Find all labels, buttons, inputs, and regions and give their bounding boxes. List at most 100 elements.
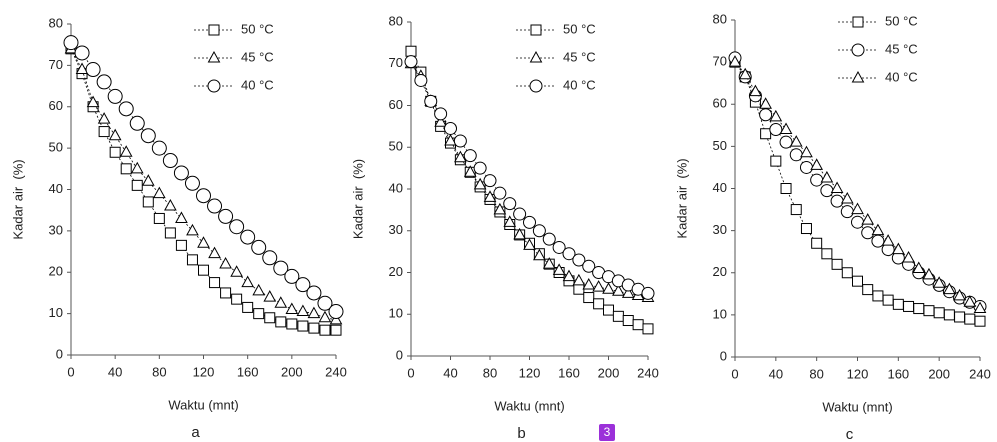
y-tick-label: 60 [389,97,403,112]
marker-triangle [483,190,497,202]
marker-triangle [493,202,507,215]
marker-square [872,290,884,302]
marker-circle [63,35,79,51]
marker-circle [284,268,300,284]
series-line [410,63,649,298]
marker-triangle [97,112,111,124]
y-axis-label: Kadar air (%) [10,159,25,239]
marker-triangle [230,265,243,277]
marker-triangle [152,186,166,199]
marker-square [319,324,331,336]
y-tick-label: 70 [713,54,727,69]
y-tick-label: 30 [713,222,727,237]
marker-circle [820,184,834,198]
y-tick-label: 20 [389,264,403,279]
y-tick-label: 10 [49,305,63,320]
legend-label: 50 °C [885,13,918,28]
badge: 3 [604,425,611,439]
y-tick-label: 70 [49,57,63,72]
series-line [410,61,649,294]
marker-triangle [851,70,865,83]
marker-square [264,312,276,324]
marker-triangle [582,277,596,290]
marker-square [892,298,904,310]
marker-square [964,313,976,325]
marker-circle [328,304,344,320]
y-axis-label: Kadar air (%) [674,158,689,238]
marker-triangle [241,275,255,288]
marker-triangle [208,246,221,259]
x-tick-label: 120 [847,366,869,381]
marker-circle [85,62,101,78]
marker-circle [851,43,865,57]
marker-square [913,303,925,315]
marker-square [297,320,309,332]
marker-circle [184,175,200,191]
marker-triangle [973,301,987,314]
marker-circle [493,186,507,200]
marker-triangle [141,174,155,186]
marker-square [923,305,935,317]
marker-square [933,307,945,319]
marker-square [622,315,634,327]
caption: b [517,425,525,442]
marker-circle [173,165,189,181]
marker-circle [262,250,278,266]
marker-triangle [891,242,905,255]
marker-square [642,323,654,335]
marker-circle [140,128,156,144]
x-axis-label: Waktu (mnt) [168,397,238,412]
marker-triangle [175,211,188,223]
marker-circle [582,259,596,273]
marker-triangle [552,263,566,275]
marker-square [790,204,802,216]
x-tick-label: 80 [483,365,497,380]
marker-circle [810,173,824,187]
y-tick-label: 30 [49,222,63,237]
marker-square [198,264,209,276]
marker-square [209,277,221,289]
marker-square [603,304,614,316]
marker-triangle [953,288,966,301]
marker-triangle [789,135,803,147]
marker-circle [162,153,178,169]
marker-square [530,24,542,36]
x-tick-label: 160 [887,366,909,381]
y-tick-label: 80 [49,15,63,30]
marker-square [583,292,595,304]
y-tick-label: 20 [713,264,727,279]
marker-triangle [529,50,543,63]
marker-square [142,196,154,208]
legend-label: 45 °C [885,41,918,56]
marker-square [286,318,298,330]
marker-triangle [902,250,915,263]
marker-circle [463,149,477,163]
marker-circle [107,88,123,104]
marker-circle [251,239,267,255]
marker-circle [444,121,457,135]
marker-triangle [164,199,177,211]
marker-square [220,287,232,299]
marker-square [109,146,121,158]
y-tick-label: 20 [49,264,63,279]
series-line [734,57,981,307]
marker-triangle [759,97,772,109]
marker-circle [503,197,517,211]
marker-square [943,309,955,321]
marker-circle [483,174,497,188]
marker-triangle [263,290,277,302]
y-tick-label: 80 [713,11,727,26]
marker-circle [404,55,418,69]
x-tick-label: 160 [558,365,580,380]
marker-triangle [463,165,477,177]
marker-square [175,239,187,251]
marker-triangle [562,269,576,282]
y-tick-label: 50 [713,138,727,153]
marker-triangle [473,177,487,190]
marker-circle [218,208,234,224]
marker-circle [861,226,875,240]
y-tick-label: 0 [56,346,63,361]
marker-triangle [963,295,977,307]
x-tick-label: 40 [443,365,457,380]
